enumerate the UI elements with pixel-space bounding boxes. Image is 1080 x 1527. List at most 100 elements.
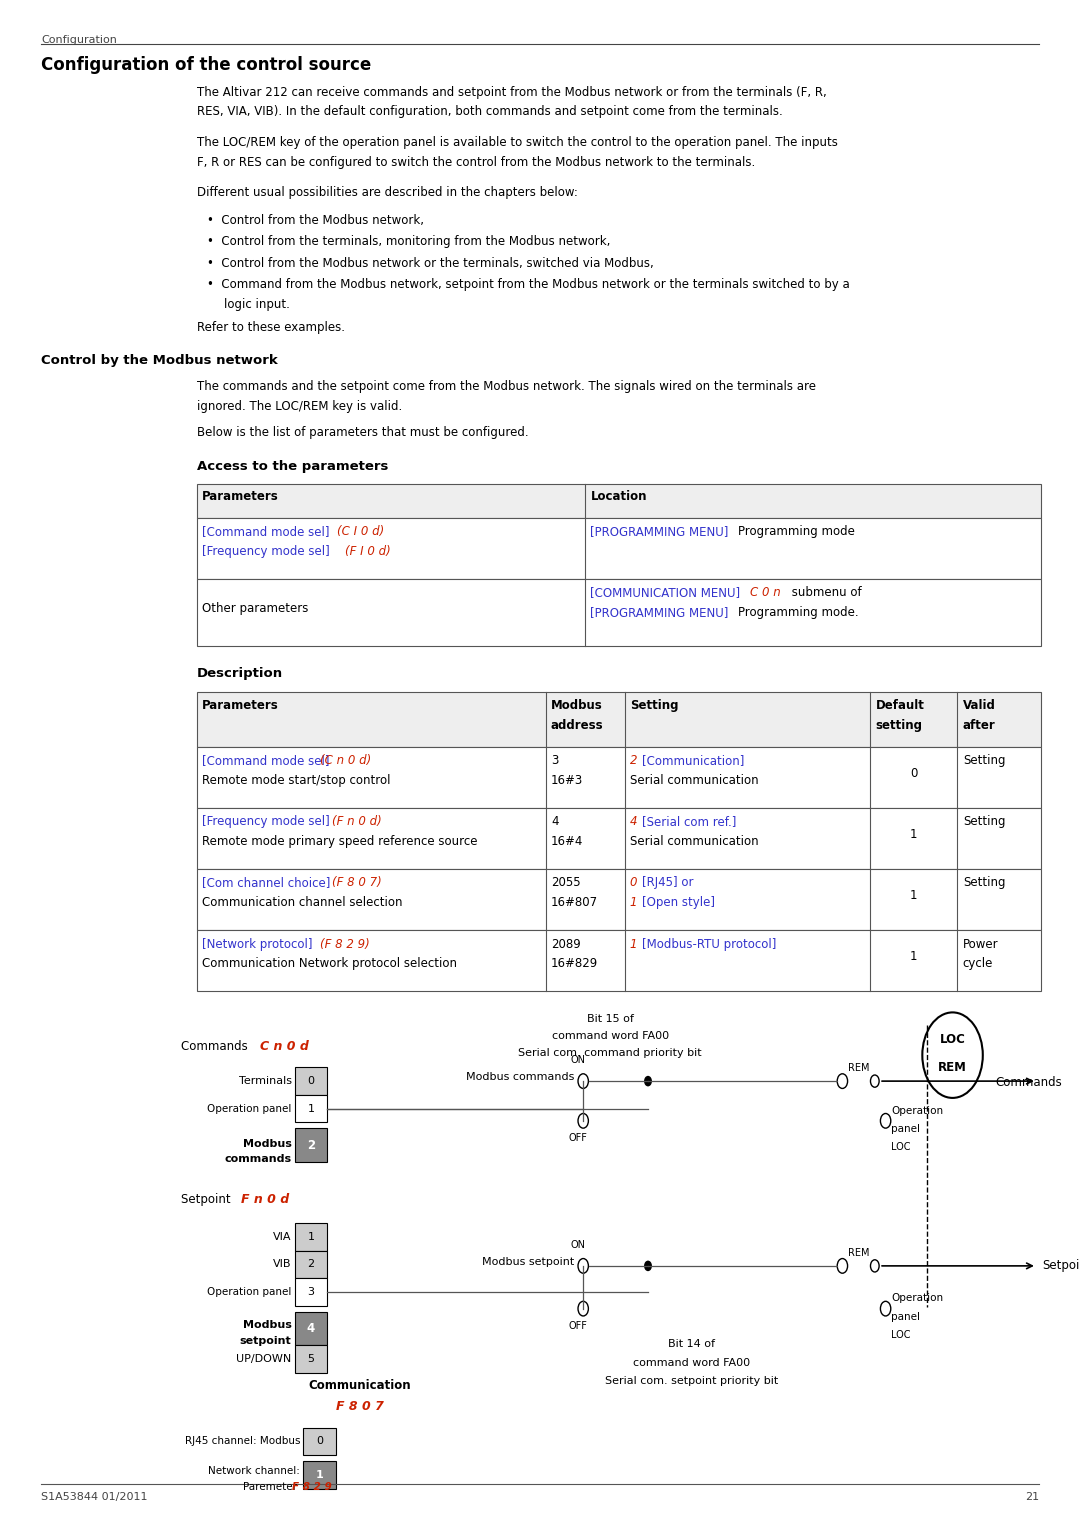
Text: Configuration of the control source: Configuration of the control source xyxy=(41,56,372,75)
Text: 1: 1 xyxy=(315,1471,324,1480)
Text: C 0 n: C 0 n xyxy=(751,586,781,600)
Text: [COMMUNICATION MENU]: [COMMUNICATION MENU] xyxy=(591,586,744,600)
Text: Modbus: Modbus xyxy=(243,1321,292,1330)
Text: RJ45 channel: Modbus: RJ45 channel: Modbus xyxy=(185,1437,300,1446)
Text: 5: 5 xyxy=(308,1354,314,1364)
Text: 1: 1 xyxy=(308,1232,314,1241)
Text: 1: 1 xyxy=(910,889,918,902)
Text: S1A53844 01/2011: S1A53844 01/2011 xyxy=(41,1492,148,1503)
Text: 4: 4 xyxy=(307,1322,315,1335)
Text: command word FA00: command word FA00 xyxy=(633,1358,750,1368)
Text: F 8 2 9: F 8 2 9 xyxy=(292,1483,332,1492)
Text: Setpoint: Setpoint xyxy=(181,1193,234,1206)
Text: Operation panel: Operation panel xyxy=(207,1104,292,1113)
Text: Modbus: Modbus xyxy=(243,1139,292,1148)
Text: 16#4: 16#4 xyxy=(551,835,583,849)
Text: Default: Default xyxy=(876,699,924,713)
Text: Access to the parameters: Access to the parameters xyxy=(197,460,388,473)
Text: Valid: Valid xyxy=(963,699,996,713)
Text: [Modbus-RTU protocol]: [Modbus-RTU protocol] xyxy=(642,938,777,951)
Text: panel: panel xyxy=(891,1124,920,1135)
Text: [Command mode sel]: [Command mode sel] xyxy=(202,754,334,768)
Text: OFF: OFF xyxy=(568,1133,588,1144)
Text: Below is the list of parameters that must be configured.: Below is the list of parameters that mus… xyxy=(197,426,528,440)
Text: 4: 4 xyxy=(551,815,558,829)
Text: 16#829: 16#829 xyxy=(551,957,598,971)
Text: setpoint: setpoint xyxy=(240,1336,292,1345)
Text: [PROGRAMMING MENU]: [PROGRAMMING MENU] xyxy=(591,525,732,539)
Text: after: after xyxy=(963,719,996,733)
Text: ignored. The LOC/REM key is valid.: ignored. The LOC/REM key is valid. xyxy=(197,400,402,414)
Text: Control by the Modbus network: Control by the Modbus network xyxy=(41,354,278,368)
Text: Different usual possibilities are described in the chapters below:: Different usual possibilities are descri… xyxy=(197,186,578,200)
Text: Commands: Commands xyxy=(181,1040,252,1054)
Text: LOC: LOC xyxy=(891,1330,910,1341)
Text: panel: panel xyxy=(891,1312,920,1322)
Text: cycle: cycle xyxy=(963,957,994,971)
Text: (C n 0 d): (C n 0 d) xyxy=(320,754,372,768)
Text: (F Ӏ 0 d): (F Ӏ 0 d) xyxy=(345,545,390,559)
Text: The commands and the setpoint come from the Modbus network. The signals wired on: The commands and the setpoint come from … xyxy=(197,380,815,394)
Text: 0: 0 xyxy=(316,1437,323,1446)
Text: Communication channel selection: Communication channel selection xyxy=(202,896,403,910)
Text: 3: 3 xyxy=(308,1287,314,1296)
Text: [Frequency mode sel]: [Frequency mode sel] xyxy=(202,815,334,829)
Text: [Serial com ref.]: [Serial com ref.] xyxy=(642,815,737,829)
Text: Remote mode start/stop control: Remote mode start/stop control xyxy=(202,774,391,788)
Text: 2: 2 xyxy=(308,1260,314,1269)
Text: (С Ӏ 0 d): (С Ӏ 0 d) xyxy=(337,525,384,539)
Text: RES, VIA, VIB). In the default configuration, both commands and setpoint come fr: RES, VIA, VIB). In the default configura… xyxy=(197,105,782,119)
Text: 1: 1 xyxy=(308,1104,314,1113)
Text: Refer to these examples.: Refer to these examples. xyxy=(197,321,345,334)
Text: 2: 2 xyxy=(307,1139,315,1151)
Text: 1: 1 xyxy=(910,950,918,964)
Text: •  Control from the Modbus network,: • Control from the Modbus network, xyxy=(207,214,424,228)
Text: Operation panel: Operation panel xyxy=(207,1287,292,1296)
Text: LOC: LOC xyxy=(940,1034,966,1046)
Text: Network channel:: Network channel: xyxy=(208,1466,300,1475)
Text: Power: Power xyxy=(963,938,999,951)
Text: address: address xyxy=(551,719,604,733)
Text: Programming mode: Programming mode xyxy=(739,525,855,539)
Text: F n 0 d: F n 0 d xyxy=(241,1193,289,1206)
Text: Communication: Communication xyxy=(308,1379,411,1393)
Text: 0: 0 xyxy=(910,767,918,780)
Text: 1: 1 xyxy=(910,828,918,841)
Text: The LOC/REM key of the operation panel is available to switch the control to the: The LOC/REM key of the operation panel i… xyxy=(197,136,837,150)
Text: REM: REM xyxy=(848,1063,869,1073)
Text: commands: commands xyxy=(225,1154,292,1164)
Text: Serial communication: Serial communication xyxy=(630,774,759,788)
Text: Setting: Setting xyxy=(963,754,1005,768)
Text: Setting: Setting xyxy=(630,699,678,713)
Text: logic input.: logic input. xyxy=(224,298,289,312)
Text: setting: setting xyxy=(876,719,922,733)
Text: (F 8 0 7): (F 8 0 7) xyxy=(333,876,382,890)
Text: Bit 14 of: Bit 14 of xyxy=(667,1339,715,1350)
Text: 21: 21 xyxy=(1025,1492,1039,1503)
Text: Serial com. command priority bit: Serial com. command priority bit xyxy=(518,1048,702,1058)
Text: 2089: 2089 xyxy=(551,938,581,951)
Text: OFF: OFF xyxy=(568,1321,588,1332)
Text: (F n 0 d): (F n 0 d) xyxy=(333,815,382,829)
Text: Serial com. setpoint priority bit: Serial com. setpoint priority bit xyxy=(605,1376,778,1387)
Text: •  Control from the Modbus network or the terminals, switched via Modbus,: • Control from the Modbus network or the… xyxy=(207,257,654,270)
Text: Parameters: Parameters xyxy=(202,699,279,713)
Text: LOC: LOC xyxy=(891,1142,910,1153)
Text: 16#807: 16#807 xyxy=(551,896,598,910)
Text: Programming mode.: Programming mode. xyxy=(739,606,859,620)
Text: Serial communication: Serial communication xyxy=(630,835,759,849)
Text: Remote mode primary speed reference source: Remote mode primary speed reference sour… xyxy=(202,835,477,849)
Text: Operation: Operation xyxy=(891,1293,943,1304)
Text: REM: REM xyxy=(939,1061,967,1073)
Text: Location: Location xyxy=(591,490,647,504)
Text: 0: 0 xyxy=(308,1077,314,1086)
Text: Modbus: Modbus xyxy=(551,699,603,713)
Text: F, R or RES can be configured to switch the control from the Modbus network to t: F, R or RES can be configured to switch … xyxy=(197,156,755,169)
Text: 2: 2 xyxy=(630,754,642,768)
Text: The Altivar 212 can receive commands and setpoint from the Modbus network or fro: The Altivar 212 can receive commands and… xyxy=(197,86,826,99)
Text: Commands: Commands xyxy=(996,1077,1063,1089)
Text: 2055: 2055 xyxy=(551,876,581,890)
Text: F 8 0 7: F 8 0 7 xyxy=(336,1400,383,1414)
Text: [Open style]: [Open style] xyxy=(642,896,715,910)
Text: Bit 15 of: Bit 15 of xyxy=(586,1014,634,1025)
